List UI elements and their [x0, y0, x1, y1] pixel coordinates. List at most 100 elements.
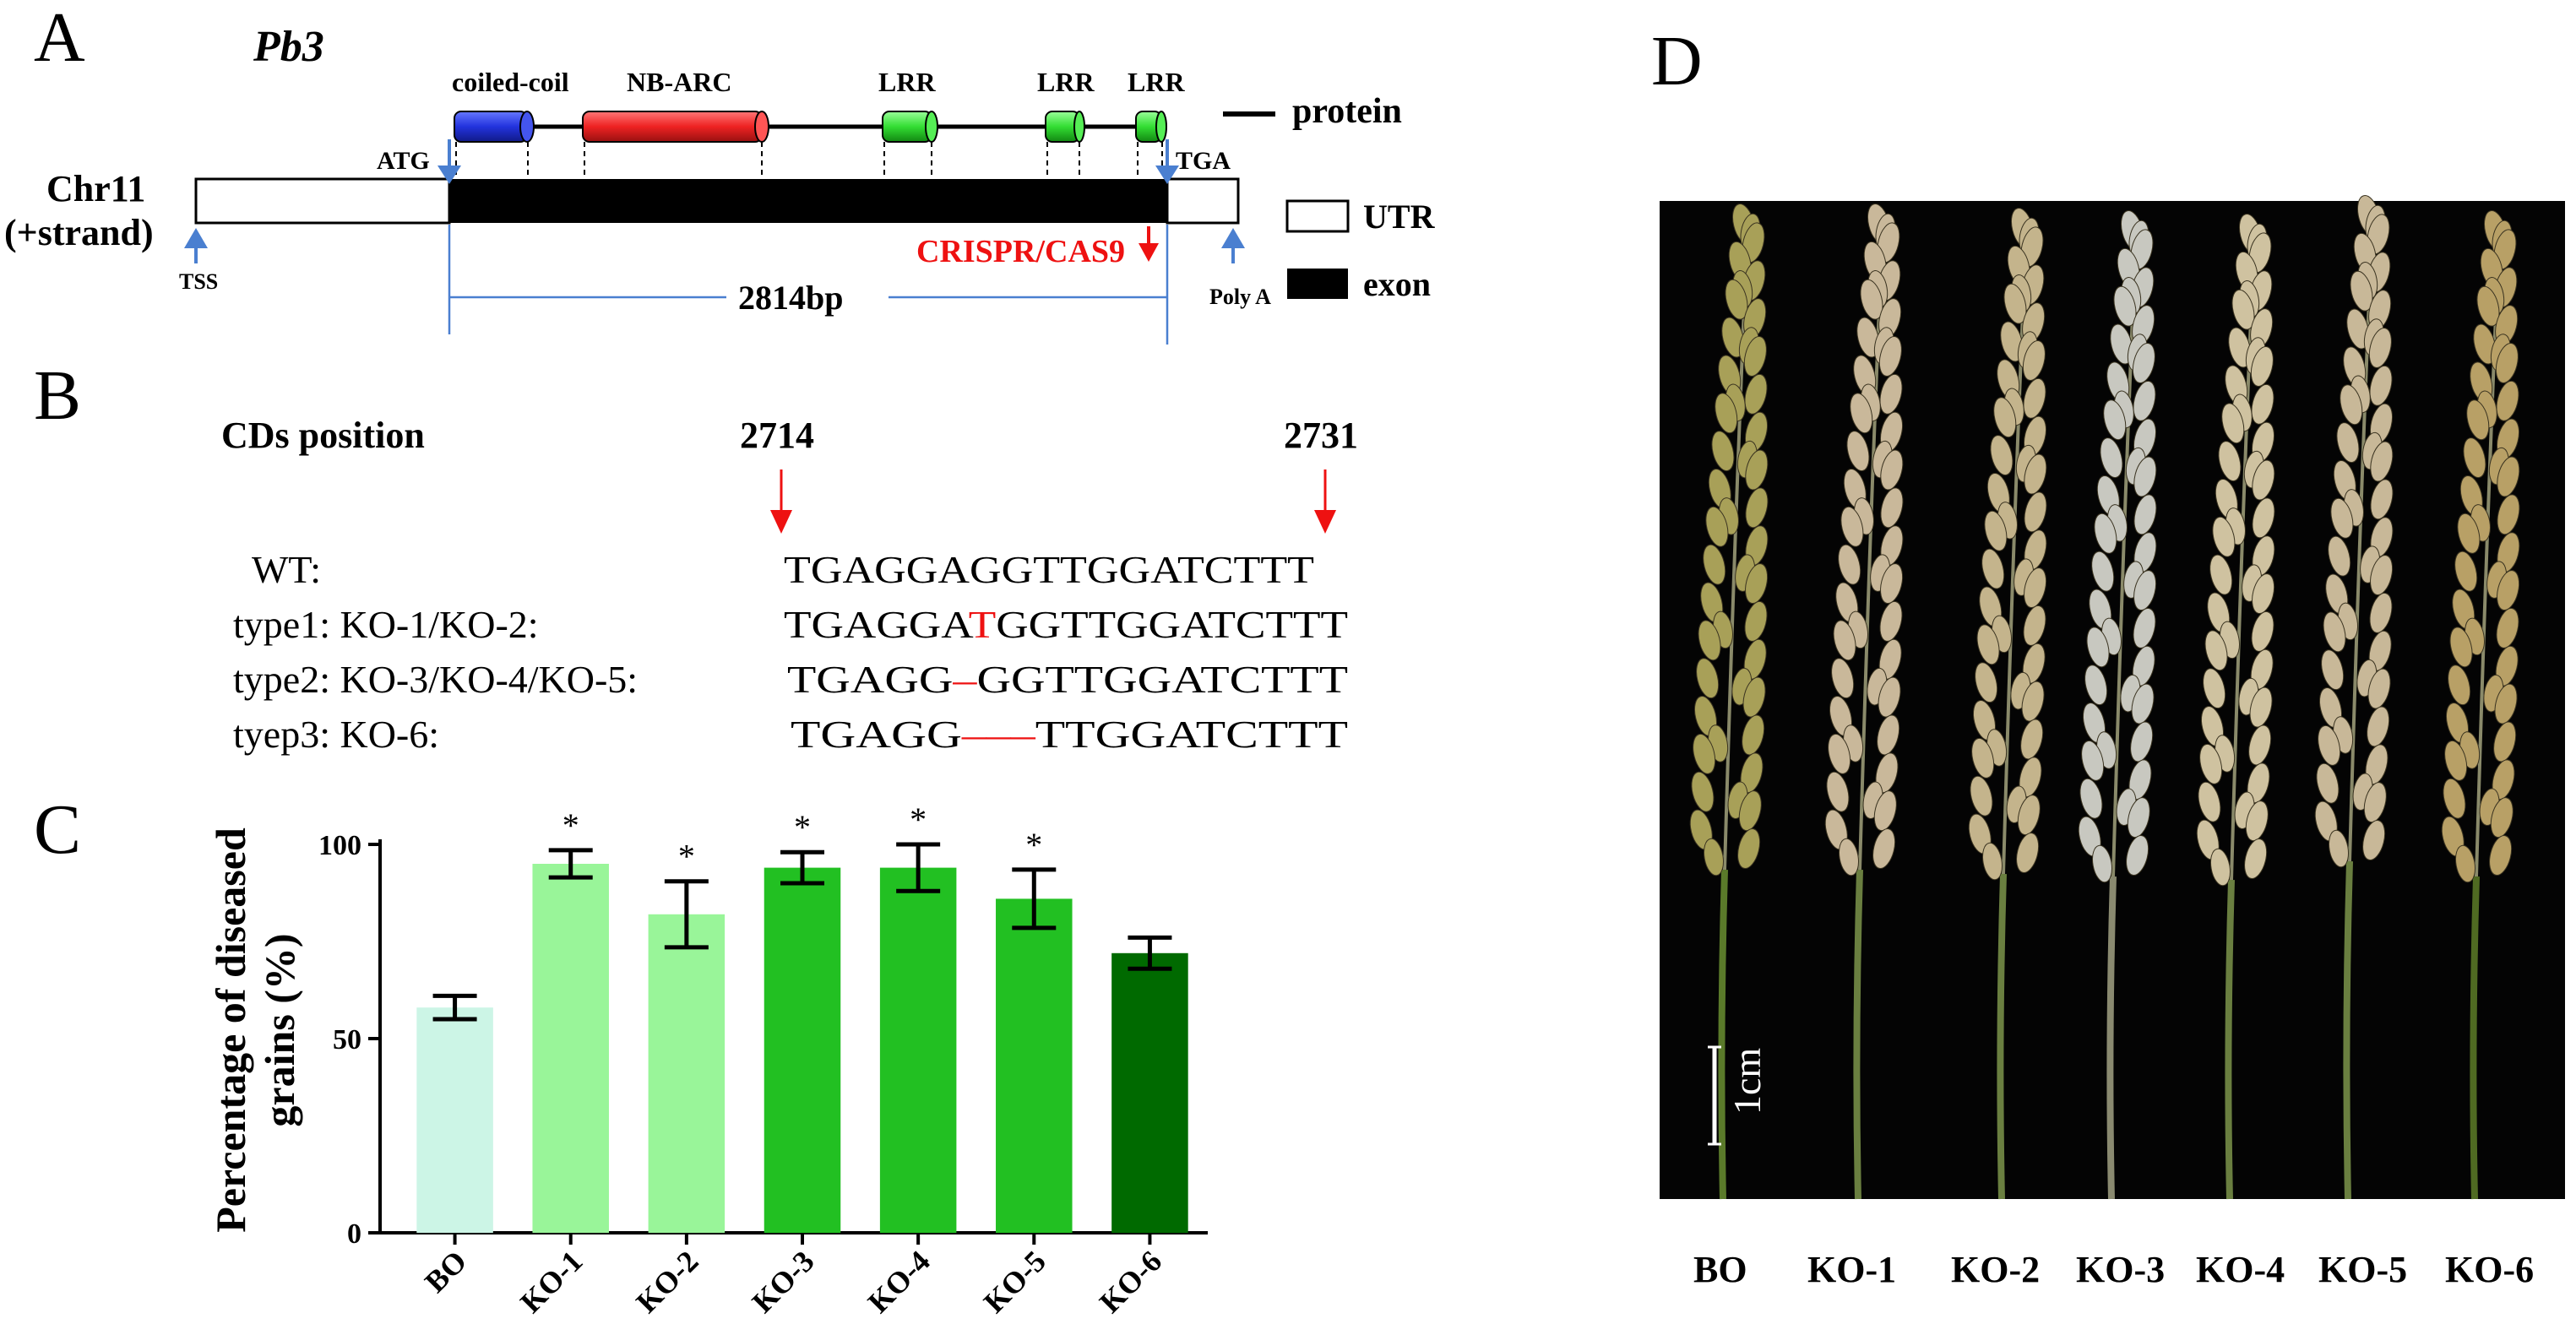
- seq-row-wt: TGAGGAGGTTGGATCTTT: [784, 548, 1314, 591]
- grain: [2133, 607, 2156, 648]
- seq-wt-pre: TGAGGAGGTTGGATCTTT: [784, 548, 1314, 591]
- seq-type2-mut: –: [952, 658, 977, 701]
- grain: [1742, 676, 1766, 718]
- grain: [1877, 714, 1900, 756]
- grain: [2363, 782, 2387, 823]
- significance-mark: *: [910, 800, 927, 838]
- position-label: CDs position: [221, 415, 425, 456]
- panel-d: D 1cm BO KO-1 KO-2 KO-3 KO-4 KO-5 KO-6: [1651, 22, 2565, 1290]
- grain: [2321, 649, 2345, 691]
- bar: [416, 1007, 493, 1233]
- grain: [2023, 377, 2046, 419]
- grain: [1872, 828, 1896, 869]
- grain: [2245, 800, 2269, 842]
- grain: [1880, 487, 1904, 529]
- grain: [2490, 797, 2514, 838]
- panel-b-letter: B: [34, 356, 81, 435]
- grain: [2336, 422, 2360, 464]
- grain: [2198, 781, 2221, 822]
- grain: [2126, 835, 2149, 876]
- grain: [2493, 721, 2517, 762]
- grain: [1880, 449, 1904, 491]
- grain: [1828, 733, 1851, 774]
- grain: [2463, 437, 2486, 479]
- x-tick-label: KO-6: [1093, 1244, 1168, 1319]
- grain: [2231, 289, 2255, 330]
- strand-label: (+strand): [4, 212, 154, 253]
- grain: [1971, 737, 1995, 779]
- grain: [2091, 551, 2115, 592]
- tss-label: TSS: [179, 269, 218, 294]
- legend-utr-label: UTR: [1363, 198, 1436, 236]
- grain: [2495, 343, 2519, 383]
- y-tick-label: 50: [333, 1024, 361, 1055]
- grain: [1833, 620, 1856, 661]
- grain: [2466, 399, 2490, 441]
- grain: [2370, 441, 2394, 482]
- y-tick-label: 100: [318, 830, 361, 861]
- grain: [2448, 665, 2471, 706]
- grain: [2131, 683, 2155, 724]
- significance-mark: *: [1025, 826, 1042, 864]
- bar: [996, 898, 1073, 1233]
- grain: [2133, 570, 2157, 611]
- panel-a: A Pb3 protein coiled-coil NB-ARC LRR LRR: [4, 0, 1436, 345]
- atg-label: ATG: [377, 147, 430, 175]
- panel-c: C Percentage of diseased grains (%) 0 50 1…: [34, 790, 1208, 1319]
- grain: [2444, 740, 2468, 781]
- x-tick-label: KO-1: [514, 1244, 589, 1319]
- panel-b: B CDs position 2714 2731 WT: TGAGGAGGTTG…: [34, 356, 1358, 756]
- grain: [2199, 743, 2223, 784]
- bar: [648, 914, 726, 1233]
- y-tick-label: 0: [347, 1218, 361, 1250]
- grain: [1704, 838, 1724, 876]
- seq-type2-pre: TGAGG: [787, 658, 953, 701]
- grain: [1878, 336, 1902, 377]
- seq-row-label-type2: type2: KO-3/KO-4/KO-5:: [233, 658, 638, 701]
- utr-3prime: [1166, 177, 1240, 225]
- grain: [2094, 513, 2117, 554]
- grain: [2370, 555, 2394, 596]
- grain: [2318, 724, 2341, 766]
- grain: [2127, 797, 2150, 838]
- grain: [2252, 459, 2275, 501]
- seq-row-type2: TGAGG – GGTTGGATCTTT: [787, 658, 1348, 701]
- panicle-labels: BO KO-1 KO-2 KO-3 KO-4 KO-5 KO-6: [1693, 1249, 2534, 1290]
- polya-arrow: [1221, 228, 1245, 263]
- y-axis-title-line1: Percentage of diseased: [207, 828, 254, 1233]
- grain: [2133, 380, 2156, 421]
- bar: [1111, 952, 1188, 1233]
- grain: [1745, 449, 1769, 491]
- seq-type1-post: GGTTGGATCTTT: [996, 603, 1348, 646]
- domain-lrr-3: LRR: [1128, 67, 1185, 143]
- grain: [1990, 435, 2014, 476]
- grain: [2248, 724, 2272, 766]
- grain: [1738, 790, 1762, 832]
- grain: [2218, 441, 2242, 482]
- x-tick-label: KO-5: [977, 1244, 1052, 1319]
- grain: [1982, 842, 2003, 881]
- grain: [1981, 548, 2005, 589]
- grain: [2370, 479, 2394, 520]
- bar-chart: 0 50 100 BO * KO-1 * KO-2 * KO-3 * KO-4 * KO-5 KO-6: [318, 800, 1208, 1319]
- grain: [1698, 620, 1721, 661]
- x-tick-label: KO-4: [861, 1244, 937, 1319]
- grain: [2496, 607, 2519, 648]
- grain: [2221, 403, 2245, 444]
- grain: [2476, 285, 2500, 327]
- position-start-arrow: [770, 469, 792, 534]
- grain: [2251, 383, 2274, 425]
- grain: [1879, 600, 1903, 642]
- seq-row-type3: TGAGG ––– TTGGATCTTT: [791, 713, 1348, 756]
- grain: [2443, 778, 2466, 819]
- grain: [1737, 828, 1761, 869]
- grain: [2496, 380, 2519, 421]
- seq-row-label-type3: tyep3: KO-6:: [233, 713, 439, 756]
- grain: [2203, 668, 2226, 709]
- seq-row-label-type1: type1: KO-1/KO-2:: [233, 603, 539, 646]
- grain: [2024, 453, 2047, 495]
- panicle-label: KO-1: [1807, 1249, 1896, 1290]
- grain: [1831, 658, 1855, 699]
- panicle-label: KO-3: [2076, 1249, 2165, 1290]
- polya-label: Poly A: [1209, 285, 1271, 309]
